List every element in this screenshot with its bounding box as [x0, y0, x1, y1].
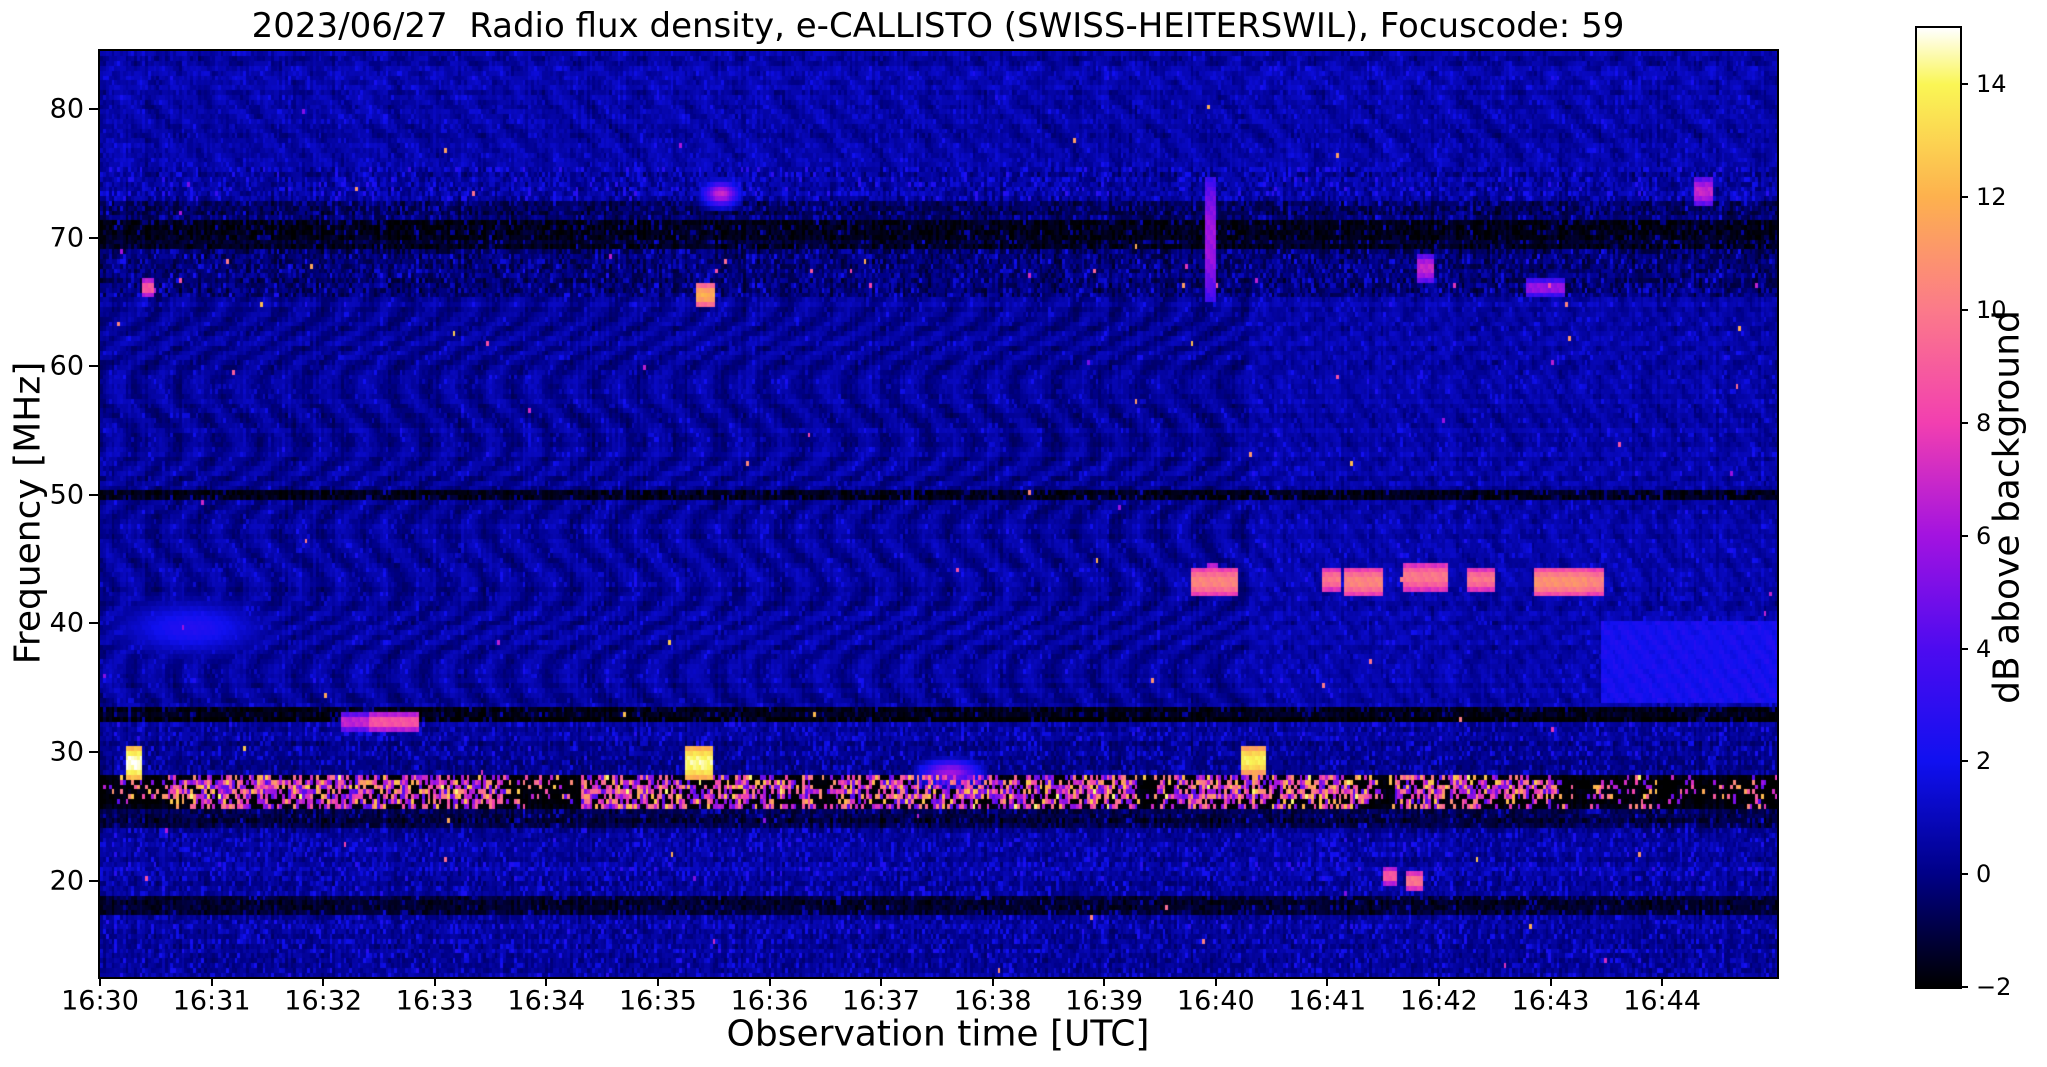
y-tick-label: 50: [49, 479, 84, 511]
colorbar-tick-mark: [1960, 196, 1968, 199]
x-tick-mark: [656, 977, 659, 986]
y-tick-label: 80: [49, 93, 84, 125]
x-tick-mark: [1661, 977, 1664, 986]
x-tick-mark: [1326, 977, 1329, 986]
colorbar-tick-mark: [1960, 647, 1968, 650]
x-tick-label: 16:38: [953, 985, 1032, 1017]
x-tick-mark: [768, 977, 771, 986]
x-tick-mark: [99, 977, 101, 986]
x-tick-mark: [1214, 977, 1217, 986]
x-tick-label: 16:30: [61, 985, 139, 1017]
y-tick-mark: [89, 750, 98, 753]
y-tick-mark: [89, 622, 98, 625]
y-tick-mark: [89, 107, 98, 110]
colorbar-tick-label: −2: [1976, 973, 2012, 1001]
x-tick-label: 16:40: [1176, 985, 1255, 1017]
x-tick-label: 16:43: [1511, 985, 1590, 1017]
colorbar: [1915, 26, 1962, 989]
colorbar-tick-label: 12: [1976, 183, 2007, 212]
x-tick-label: 16:36: [730, 985, 809, 1017]
chart-title: 2023/06/27 Radio flux density, e-CALLIST…: [251, 6, 1625, 46]
colorbar-tick-mark: [1960, 986, 1968, 988]
colorbar-tick-label: 6: [1976, 521, 1992, 550]
colorbar-tick-mark: [1960, 534, 1968, 537]
y-tick-mark: [89, 365, 98, 368]
plot-area: [98, 49, 1779, 979]
y-tick-label: 60: [49, 350, 84, 382]
x-tick-mark: [991, 977, 994, 986]
x-tick-label: 16:42: [1399, 985, 1478, 1017]
x-tick-label: 16:34: [507, 985, 586, 1017]
spectrogram-canvas: [100, 51, 1777, 977]
x-tick-mark: [322, 977, 325, 986]
x-tick-mark: [210, 977, 213, 986]
x-tick-label: 16:44: [1623, 985, 1701, 1017]
colorbar-tick-label: 10: [1976, 296, 2007, 325]
y-tick-label: 70: [49, 222, 84, 253]
y-axis-label: Frequency [MHz]: [7, 361, 49, 665]
x-tick-label: 16:32: [284, 985, 363, 1017]
y-tick-label: 30: [49, 736, 84, 768]
y-tick-label: 20: [49, 865, 84, 896]
colorbar-tick-label: 14: [1976, 70, 2007, 99]
x-tick-mark: [1549, 977, 1552, 986]
x-tick-label: 16:41: [1288, 985, 1367, 1017]
x-tick-label: 16:35: [618, 985, 697, 1017]
y-tick-mark: [89, 493, 98, 496]
x-tick-mark: [1437, 977, 1440, 986]
x-tick-label: 16:33: [395, 985, 474, 1017]
x-tick-label: 16:31: [172, 985, 251, 1017]
colorbar-tick-mark: [1960, 309, 1968, 312]
colorbar-tick-mark: [1960, 873, 1968, 876]
x-tick-mark: [1103, 977, 1106, 986]
colorbar-tick-label: 2: [1976, 747, 1992, 776]
x-tick-mark: [880, 977, 882, 986]
x-tick-label: 16:37: [842, 985, 920, 1017]
colorbar-tick-mark: [1960, 760, 1968, 763]
x-tick-mark: [545, 977, 548, 986]
x-axis-label: Observation time [UTC]: [726, 1013, 1150, 1055]
colorbar-gradient: [1917, 28, 1960, 987]
colorbar-tick-label: 0: [1976, 860, 1992, 889]
colorbar-tick-label: 8: [1976, 408, 1992, 437]
colorbar-tick-mark: [1960, 83, 1968, 86]
colorbar-tick-mark: [1960, 421, 1968, 424]
x-tick-label: 16:39: [1065, 985, 1144, 1017]
y-tick-mark: [89, 879, 98, 882]
y-tick-mark: [89, 236, 98, 239]
colorbar-label: dB above background: [1986, 310, 2028, 704]
y-tick-label: 40: [49, 607, 84, 639]
colorbar-tick-label: 4: [1976, 634, 1992, 663]
x-tick-mark: [433, 977, 436, 986]
